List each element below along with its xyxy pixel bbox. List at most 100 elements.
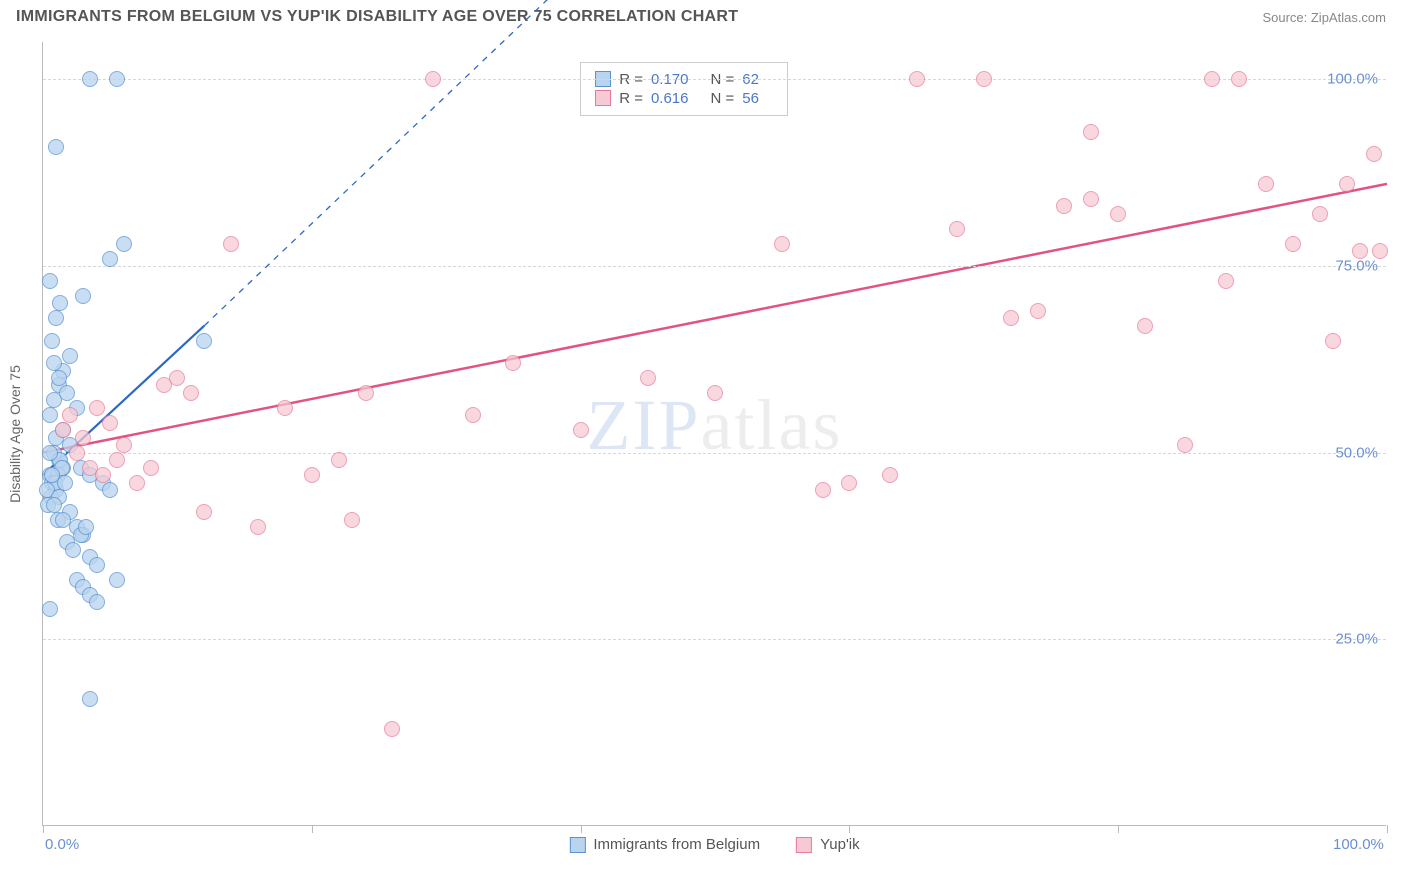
data-point <box>344 512 360 528</box>
data-point <box>89 557 105 573</box>
legend-item: Immigrants from Belgium <box>569 836 760 853</box>
data-point <box>1231 71 1247 87</box>
data-point <box>1312 206 1328 222</box>
data-point <box>1204 71 1220 87</box>
data-point <box>1372 243 1388 259</box>
data-point <box>169 370 185 386</box>
data-point <box>815 482 831 498</box>
data-point <box>102 482 118 498</box>
data-point <box>46 497 62 513</box>
data-point <box>109 452 125 468</box>
data-point <box>1218 273 1234 289</box>
y-tick-label: 75.0% <box>1335 258 1378 275</box>
data-point <box>1177 437 1193 453</box>
data-point <box>48 139 64 155</box>
trend-line-extrapolated <box>204 0 809 326</box>
gridline <box>43 266 1386 267</box>
data-point <box>116 437 132 453</box>
data-point <box>109 572 125 588</box>
data-point <box>1352 243 1368 259</box>
gridline <box>43 639 1386 640</box>
data-point <box>1003 310 1019 326</box>
data-point <box>976 71 992 87</box>
trend-line <box>43 184 1387 453</box>
data-point <box>52 295 68 311</box>
r-value: 0.616 <box>651 90 689 107</box>
x-tick <box>312 825 313 833</box>
data-point <box>1137 318 1153 334</box>
data-point <box>102 415 118 431</box>
data-point <box>1083 191 1099 207</box>
series-swatch <box>569 837 585 853</box>
chart-header: IMMIGRANTS FROM BELGIUM VS YUP'IK DISABI… <box>0 0 1406 30</box>
data-point <box>57 475 73 491</box>
x-tick <box>1118 825 1119 833</box>
x-tick <box>43 825 44 833</box>
data-point <box>882 467 898 483</box>
data-point <box>573 422 589 438</box>
data-point <box>55 512 71 528</box>
data-point <box>640 370 656 386</box>
data-point <box>82 71 98 87</box>
data-point <box>223 236 239 252</box>
chart-title: IMMIGRANTS FROM BELGIUM VS YUP'IK DISABI… <box>16 8 738 26</box>
legend-label: Yup'ik <box>820 836 860 853</box>
correlation-stats-box: R =0.170N =62R =0.616N =56 <box>580 62 788 116</box>
data-point <box>78 519 94 535</box>
chart-source: Source: ZipAtlas.com <box>1262 10 1386 25</box>
scatter-plot-area: ZIPatlas Disability Age Over 75 R =0.170… <box>42 42 1386 826</box>
data-point <box>1339 176 1355 192</box>
data-point <box>1325 333 1341 349</box>
data-point <box>143 460 159 476</box>
data-point <box>95 467 111 483</box>
y-tick-label: 50.0% <box>1335 444 1378 461</box>
n-label: N = <box>711 90 735 107</box>
data-point <box>44 333 60 349</box>
data-point <box>42 445 58 461</box>
x-tick <box>581 825 582 833</box>
series-swatch <box>595 90 611 106</box>
data-point <box>42 407 58 423</box>
data-point <box>75 430 91 446</box>
gridline <box>43 79 1386 80</box>
data-point <box>304 467 320 483</box>
data-point <box>1083 124 1099 140</box>
data-point <box>465 407 481 423</box>
legend-item: Yup'ik <box>796 836 860 853</box>
data-point <box>42 273 58 289</box>
data-point <box>277 400 293 416</box>
y-tick-label: 25.0% <box>1335 631 1378 648</box>
data-point <box>384 721 400 737</box>
data-point <box>1056 198 1072 214</box>
data-point <box>75 288 91 304</box>
series-swatch <box>796 837 812 853</box>
data-point <box>59 385 75 401</box>
data-point <box>82 691 98 707</box>
x-tick-label: 100.0% <box>1333 836 1384 853</box>
data-point <box>89 400 105 416</box>
x-tick <box>849 825 850 833</box>
data-point <box>109 71 125 87</box>
data-point <box>909 71 925 87</box>
data-point <box>102 251 118 267</box>
n-value: 56 <box>742 90 759 107</box>
trend-lines-layer <box>43 42 1386 825</box>
data-point <box>196 504 212 520</box>
data-point <box>1110 206 1126 222</box>
data-point <box>69 445 85 461</box>
data-point <box>62 348 78 364</box>
data-point <box>949 221 965 237</box>
data-point <box>1285 236 1301 252</box>
data-point <box>48 310 64 326</box>
legend-label: Immigrants from Belgium <box>593 836 760 853</box>
x-tick-label: 0.0% <box>45 836 79 853</box>
data-point <box>331 452 347 468</box>
data-point <box>1258 176 1274 192</box>
data-point <box>42 601 58 617</box>
data-point <box>250 519 266 535</box>
data-point <box>183 385 199 401</box>
series-legend: Immigrants from Belgium Yup'ik <box>569 836 859 853</box>
data-point <box>841 475 857 491</box>
x-tick <box>1387 825 1388 833</box>
data-point <box>505 355 521 371</box>
